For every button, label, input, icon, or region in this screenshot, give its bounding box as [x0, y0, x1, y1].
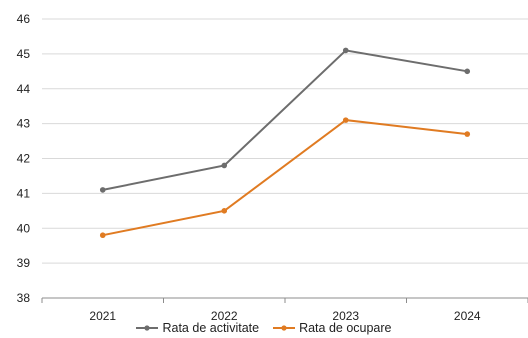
- x-axis: [41, 297, 528, 303]
- series-line-1: [102, 119, 468, 237]
- y-tick-label: 39: [17, 256, 31, 270]
- x-tick-label: 2024: [454, 309, 481, 323]
- legend-item-activitate: Rata de activitate: [136, 321, 259, 335]
- x-axis-tick-labels: 2021 2022 2023 2024: [89, 309, 481, 323]
- gridlines: [42, 18, 528, 264]
- data-point: [99, 232, 106, 239]
- legend-label-activitate: Rata de activitate: [162, 321, 260, 335]
- series-line-0: [102, 49, 468, 191]
- x-tick-label: 2023: [332, 309, 359, 323]
- data-point: [342, 117, 349, 123]
- data-point: [221, 162, 228, 169]
- data-point: [464, 131, 471, 137]
- y-tick-label: 44: [17, 82, 31, 96]
- y-tick-label: 42: [17, 152, 31, 166]
- y-tick-label: 45: [17, 47, 31, 61]
- y-axis-tick-labels: 38 39 40 41 42 43 44 45 46: [17, 12, 31, 305]
- legend: Rata de activitate Rata de ocupare: [0, 321, 528, 335]
- y-tick-label: 43: [17, 117, 31, 131]
- legend-swatch-activitate: [136, 325, 159, 331]
- data-point: [221, 208, 228, 214]
- data-point: [342, 47, 349, 54]
- series-lines: [99, 47, 471, 239]
- y-tick-label: 46: [17, 12, 31, 26]
- x-tick-label: 2021: [89, 309, 116, 323]
- data-point: [99, 187, 106, 193]
- y-tick-label: 40: [17, 221, 31, 235]
- y-tick-label: 41: [17, 186, 31, 200]
- legend-label-ocupare: Rata de ocupare: [299, 321, 392, 335]
- legend-item-ocupare: Rata de ocupare: [273, 321, 392, 335]
- data-point: [464, 68, 471, 75]
- x-tick-label: 2022: [211, 309, 238, 323]
- legend-swatch-ocupare: [273, 325, 296, 331]
- y-tick-label: 38: [17, 291, 31, 305]
